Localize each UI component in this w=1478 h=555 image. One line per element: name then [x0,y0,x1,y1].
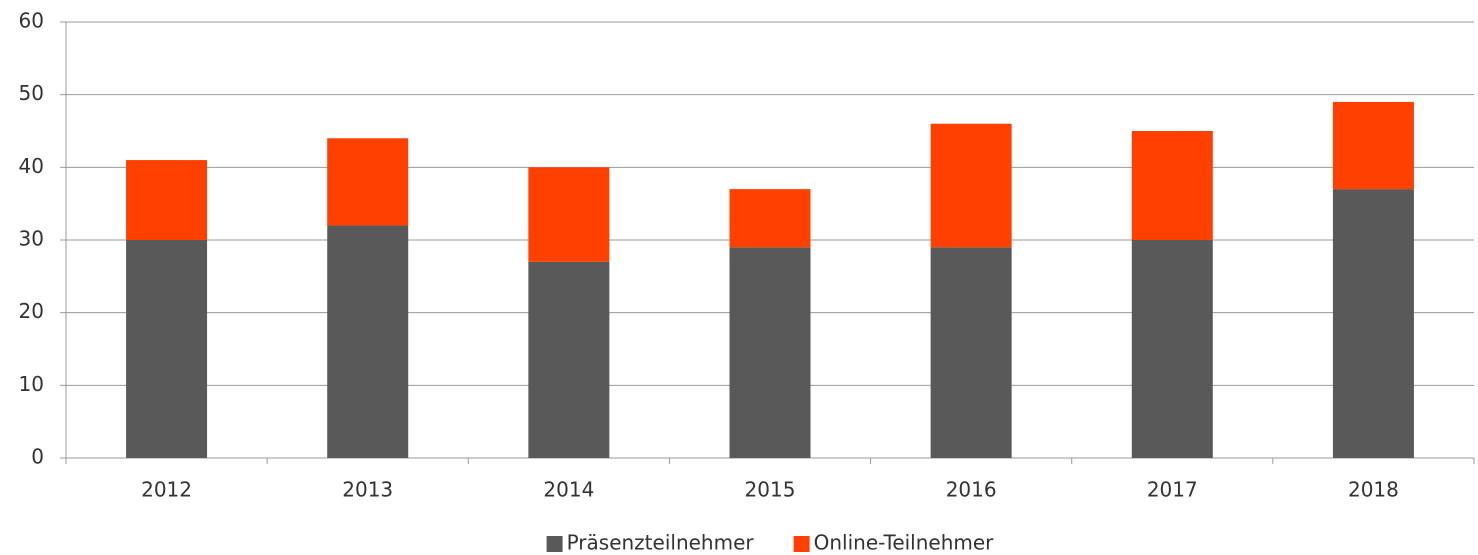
bar [930,247,1012,458]
bar [729,247,811,458]
legend-swatch [793,536,810,552]
bar [528,261,610,458]
y-tick-label: 30 [19,227,44,251]
legend-item: Online-Teilnehmer [793,531,995,555]
y-tick-label: 40 [19,154,44,178]
legend-item: Präsenzteilnehmer [546,531,755,555]
x-tick-label: 2017 [1147,478,1198,502]
x-tick-label: 2012 [141,478,192,502]
bar [930,123,1012,248]
bar [126,160,208,240]
bar [126,240,208,458]
bar [1131,131,1213,240]
x-tick-label: 2014 [543,478,594,502]
x-tick-label: 2018 [1348,478,1399,502]
y-tick-label: 20 [19,299,44,323]
bar [327,138,409,226]
bar [1332,189,1414,458]
y-tick-label: 10 [19,372,44,396]
x-tick-label: 2015 [745,478,796,502]
legend-label: Online-Teilnehmer [814,531,995,555]
y-tick-label: 50 [19,81,44,105]
y-tick-label: 0 [31,445,44,469]
legend-swatch [546,536,563,552]
bar [1332,101,1414,190]
bar [327,225,409,458]
bar [729,189,811,248]
y-tick-label: 60 [19,9,44,33]
bar [1131,240,1213,458]
legend-label: Präsenzteilnehmer [567,531,755,555]
bar [528,167,610,262]
x-tick-label: 2016 [946,478,997,502]
x-tick-label: 2013 [342,478,393,502]
